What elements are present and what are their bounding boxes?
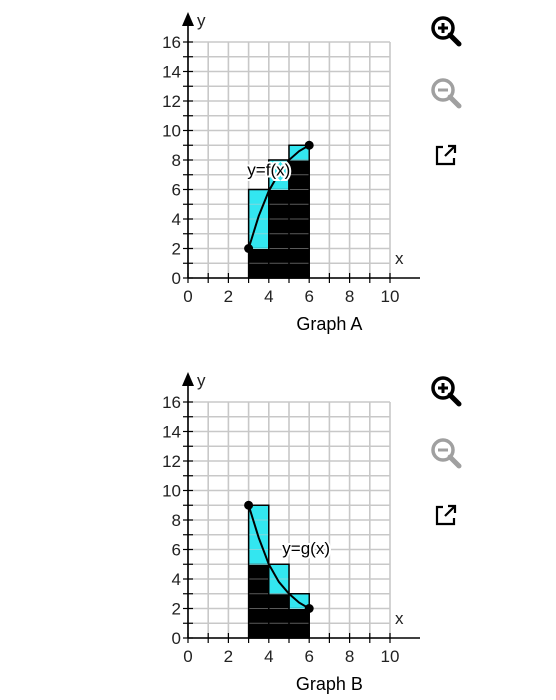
y-tick-label: 8	[172, 511, 181, 530]
y-tick-label: 10	[162, 122, 181, 141]
lower-rectangle	[248, 563, 270, 639]
graph-title: Graph B	[296, 674, 363, 694]
function-curve	[247, 504, 310, 610]
x-tick-label: 0	[183, 647, 192, 666]
x-tick-label: 10	[381, 647, 400, 666]
zoom-out-icon	[431, 438, 462, 469]
y-tick-label: 0	[172, 629, 181, 648]
curve-label: y=f(x)	[247, 160, 290, 179]
x-tick-label: 2	[224, 287, 233, 306]
x-tick-label: 4	[264, 647, 273, 666]
y-tick-label: 0	[172, 269, 181, 288]
x-tick-label: 8	[345, 647, 354, 666]
curve-endpoint	[244, 500, 254, 510]
x-tick-label: 6	[304, 287, 313, 306]
y-tick-label: 16	[162, 393, 181, 412]
graph-title: Graph A	[296, 314, 362, 334]
y-tick-label: 14	[162, 63, 181, 82]
rect-inner-grid	[248, 519, 310, 624]
x-tick-label: 10	[381, 287, 400, 306]
y-tick-label: 12	[162, 92, 181, 111]
zoom-in-icon	[431, 376, 462, 407]
x-tick-label: 8	[345, 287, 354, 306]
y-axis-arrow	[182, 12, 194, 26]
open-external-icon	[435, 504, 457, 526]
y-tick-label: 2	[172, 600, 181, 619]
open-external-button-a[interactable]	[424, 133, 468, 177]
zoom-out-button-b[interactable]	[424, 431, 468, 475]
y-tick-label: 12	[162, 452, 181, 471]
lower-rectangle	[268, 593, 290, 639]
zoom-in-icon	[431, 16, 462, 47]
zoom-in-button-b[interactable]	[424, 369, 468, 413]
curve-endpoint	[304, 140, 314, 150]
zoom-out-button-a[interactable]	[424, 71, 468, 115]
x-tick-label: 4	[264, 287, 273, 306]
zoom-in-button-a[interactable]	[424, 9, 468, 53]
zoom-out-icon	[431, 78, 462, 109]
chart-svg: 0 2 4 6 8 10 0 2 4 6 8 10 12 14 16 x y y=g(x) Graph B	[162, 371, 420, 694]
y-axis-label: y	[197, 371, 206, 390]
y-tick-label: 16	[162, 33, 181, 52]
graph-b: 0 2 4 6 8 10 0 2 4 6 8 10 12 14 16 x y y=g(x) Graph B	[0, 360, 420, 700]
x-tick-label: 0	[183, 287, 192, 306]
curve-endpoint	[244, 244, 254, 253]
y-tick-label: 6	[172, 181, 181, 200]
graph-a: 0 2 4 6 8 10 0 2 4 6 8 10 12 14 16 x y y=f(x) Graph A	[0, 0, 420, 340]
open-external-button-b[interactable]	[424, 493, 468, 537]
y-tick-label: 2	[172, 240, 181, 259]
open-external-icon	[435, 144, 457, 166]
y-tick-label: 10	[162, 482, 181, 501]
y-tick-label: 4	[172, 210, 181, 229]
x-axis-label: x	[395, 249, 404, 268]
curve-endpoint	[304, 604, 314, 613]
y-tick-label: 6	[172, 541, 181, 560]
x-tick-label: 6	[304, 647, 313, 666]
function-curve	[247, 144, 310, 249]
chart-svg: 0 2 4 6 8 10 0 2 4 6 8 10 12 14 16 x y y=f(x) Graph A	[162, 11, 420, 334]
y-tick-label: 4	[172, 570, 181, 589]
y-tick-label: 8	[172, 151, 181, 170]
y-axis-label: y	[197, 11, 206, 30]
curve-label: y=g(x)	[282, 539, 330, 558]
x-axis-label: x	[395, 609, 404, 628]
y-axis-arrow	[182, 372, 194, 386]
x-tick-label: 2	[224, 647, 233, 666]
y-tick-label: 14	[162, 423, 181, 442]
